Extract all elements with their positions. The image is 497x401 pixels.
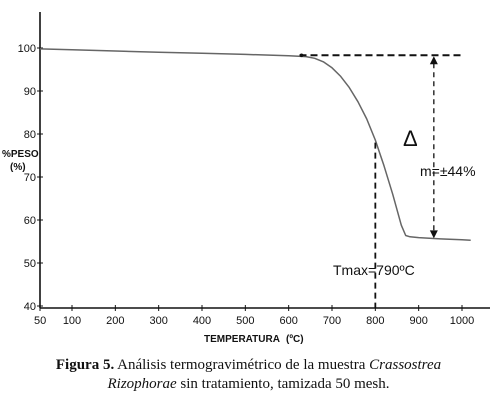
caption-text-after: sin tratamiento, tamizada 50 mesh.	[176, 376, 390, 392]
x-tick-label: 400	[193, 315, 211, 327]
y-tick-label: 60	[24, 215, 36, 227]
y-axis-title: %PESO	[2, 149, 39, 160]
x-tick-label: 700	[323, 315, 341, 327]
delta-arrow-head-up	[429, 56, 438, 65]
delta-text: m=±44%	[420, 163, 476, 179]
y-tick-label: 90	[24, 86, 36, 98]
series-line-0	[39, 48, 471, 241]
caption-text-before: Análisis termogravimétrico de la muestra	[114, 357, 370, 373]
axes	[39, 12, 490, 309]
y-tick-label: 70	[24, 172, 36, 184]
caption-species-2: Rizophorae	[107, 376, 177, 392]
delta-arrow-head-down	[429, 230, 438, 239]
x-tick-label: 100	[63, 315, 81, 327]
x-tick-label: 500	[236, 315, 254, 327]
delta-symbol: Δ	[403, 126, 418, 151]
x-axis-unit: (ºC)	[286, 334, 304, 345]
caption-label: Figura 5.	[55, 357, 115, 373]
ticks: 40 50 60 70 80 90 100 50 100 200 300 400 500 600 700 80…	[18, 43, 475, 327]
x-tick-label: 800	[366, 315, 384, 327]
x-axis-title: TEMPERATURA	[204, 334, 280, 345]
x-tick-label: 50	[34, 315, 46, 327]
x-tick-label: 1000	[450, 315, 474, 327]
series	[39, 48, 471, 241]
figure-caption: Figura 5. Análisis termogravimétrico de …	[0, 356, 497, 394]
y-tick-label: 100	[18, 43, 36, 55]
y-tick-label: 40	[24, 301, 36, 313]
caption-species-1: Crassostrea	[369, 357, 442, 373]
axis-titles: %PESO (%) TEMPERATURA (ºC)	[2, 149, 304, 345]
y-tick-label: 80	[24, 129, 36, 141]
reference-marker	[299, 53, 304, 58]
x-tick-label: 900	[409, 315, 427, 327]
y-tick-label: 50	[24, 258, 36, 270]
x-tick-label: 200	[106, 315, 124, 327]
tmax-label: Tmax=790ºC	[333, 262, 415, 278]
x-tick-label: 600	[279, 315, 297, 327]
annotations: Δm=±44% Tmax=790ºC	[299, 53, 476, 308]
y-axis-unit: (%)	[10, 162, 26, 173]
tga-chart: 40 50 60 70 80 90 100 50 100 200 300 400 500 600 700 80…	[2, 12, 490, 345]
x-tick-label: 300	[149, 315, 167, 327]
